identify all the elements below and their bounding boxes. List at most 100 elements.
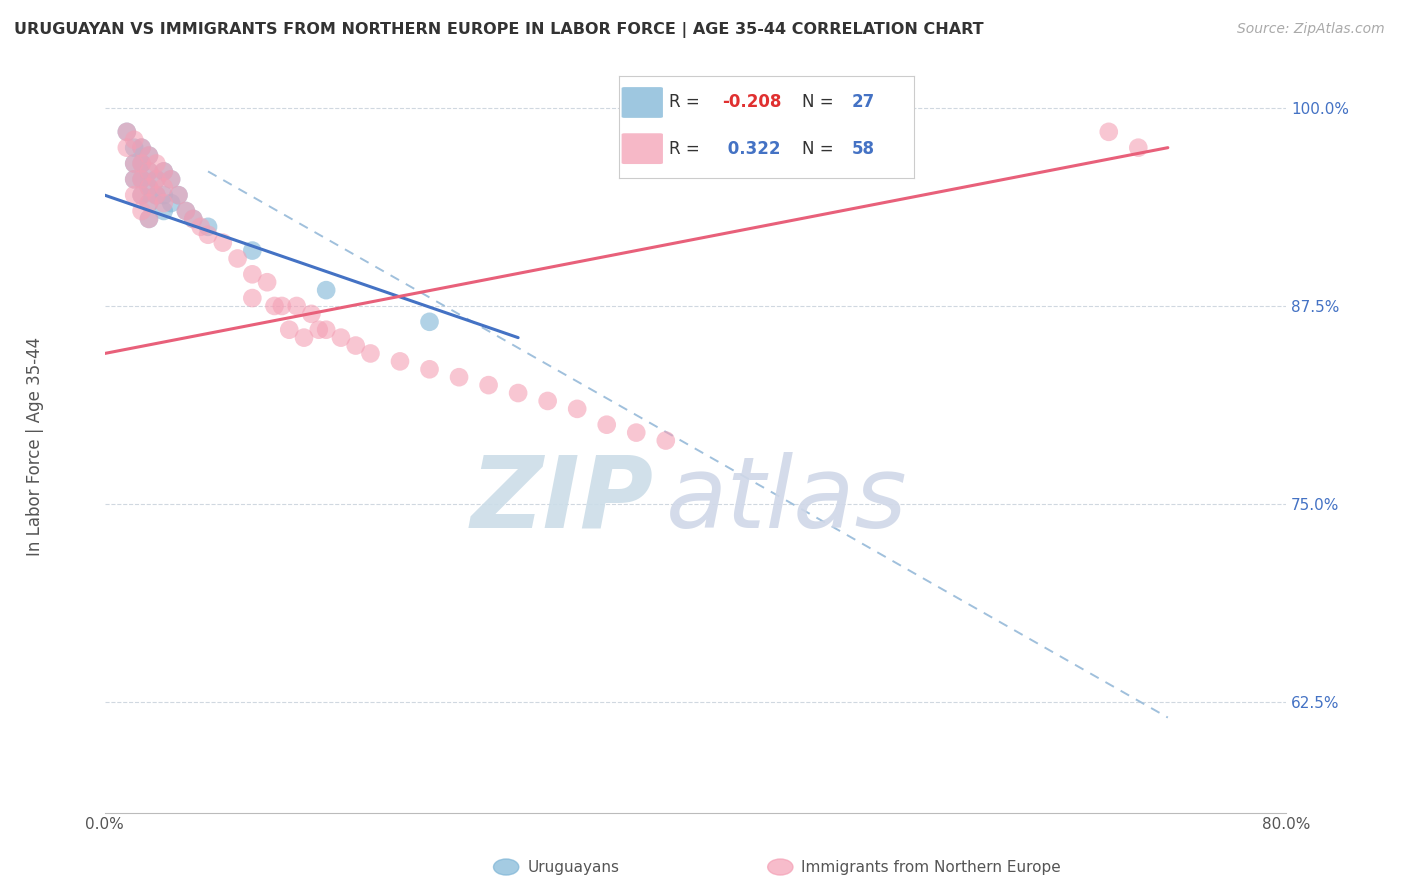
Point [131, 172, 153, 186]
Point [138, 180, 160, 194]
Point [145, 172, 167, 186]
Point [862, 141, 884, 155]
Point [174, 204, 197, 219]
Point [138, 211, 160, 226]
Point [315, 283, 337, 297]
Point [122, 156, 145, 170]
Point [308, 323, 330, 337]
Point [256, 275, 278, 289]
Point [131, 141, 153, 155]
Point [122, 156, 145, 170]
Text: -0.208: -0.208 [723, 94, 782, 112]
Point [152, 164, 174, 178]
Point [1098, 125, 1121, 139]
Point [197, 219, 219, 234]
Point [131, 156, 153, 170]
Text: In Labor Force | Age 35-44: In Labor Force | Age 35-44 [27, 336, 44, 556]
Text: atlas: atlas [666, 451, 907, 549]
Point [138, 180, 160, 194]
Point [418, 315, 440, 329]
Point [329, 331, 352, 345]
Text: Uruguayans: Uruguayans [527, 860, 619, 874]
Point [240, 244, 263, 258]
Point [115, 141, 138, 155]
Point [138, 148, 160, 162]
Point [478, 378, 501, 392]
Point [138, 196, 160, 211]
Point [388, 354, 411, 368]
Point [145, 188, 167, 202]
Text: R =: R = [669, 140, 704, 158]
Point [315, 323, 337, 337]
Point [122, 188, 145, 202]
Point [226, 252, 249, 266]
Point [240, 268, 263, 282]
Text: Source: ZipAtlas.com: Source: ZipAtlas.com [1237, 22, 1385, 37]
Point [567, 401, 589, 416]
Point [138, 196, 160, 211]
Point [152, 196, 174, 211]
Text: URUGUAYAN VS IMMIGRANTS FROM NORTHERN EUROPE IN LABOR FORCE | AGE 35-44 CORRELAT: URUGUAYAN VS IMMIGRANTS FROM NORTHERN EU… [14, 22, 984, 38]
Point [131, 172, 153, 186]
Point [449, 370, 471, 384]
Point [152, 204, 174, 219]
Point [197, 227, 219, 242]
Point [160, 196, 183, 211]
Point [152, 188, 174, 202]
Point [131, 141, 153, 155]
Point [122, 172, 145, 186]
Point [190, 219, 212, 234]
Point [626, 425, 648, 440]
Point [508, 386, 530, 401]
Text: N =: N = [801, 94, 838, 112]
Point [138, 148, 160, 162]
Point [138, 164, 160, 178]
Point [122, 133, 145, 147]
FancyBboxPatch shape [621, 87, 664, 118]
Text: R =: R = [669, 94, 704, 112]
Point [122, 141, 145, 155]
Point [181, 211, 204, 226]
Point [537, 393, 560, 408]
Point [181, 211, 204, 226]
Point [131, 156, 153, 170]
Point [832, 141, 855, 155]
Point [145, 172, 167, 186]
Point [270, 299, 292, 313]
Point [167, 188, 190, 202]
Point [145, 188, 167, 202]
FancyBboxPatch shape [621, 133, 664, 164]
Point [160, 172, 183, 186]
Text: 0.322: 0.322 [723, 140, 780, 158]
Point [1128, 141, 1150, 155]
Point [211, 235, 233, 250]
Text: N =: N = [801, 140, 838, 158]
Point [122, 172, 145, 186]
Point [138, 164, 160, 178]
Text: Immigrants from Northern Europe: Immigrants from Northern Europe [801, 860, 1062, 874]
Point [131, 204, 153, 219]
Point [278, 323, 301, 337]
Point [299, 307, 322, 321]
Point [152, 164, 174, 178]
Point [240, 291, 263, 305]
Point [131, 188, 153, 202]
Point [344, 338, 367, 352]
Point [131, 188, 153, 202]
Point [655, 434, 678, 448]
Point [263, 299, 285, 313]
Text: 58: 58 [852, 140, 875, 158]
Point [285, 299, 308, 313]
Point [138, 211, 160, 226]
Point [174, 204, 197, 219]
Point [145, 156, 167, 170]
Point [115, 125, 138, 139]
Point [152, 180, 174, 194]
Point [359, 346, 381, 360]
Text: 27: 27 [852, 94, 875, 112]
Point [292, 331, 315, 345]
Point [418, 362, 440, 376]
Text: ZIP: ZIP [471, 451, 654, 549]
Point [596, 417, 619, 432]
Point [160, 172, 183, 186]
